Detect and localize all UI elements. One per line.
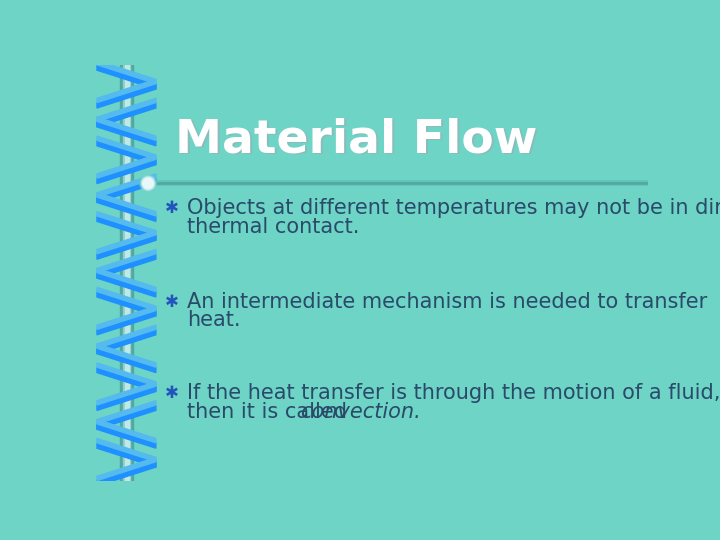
Bar xyxy=(125,65,129,481)
Polygon shape xyxy=(97,84,156,108)
Polygon shape xyxy=(97,197,156,221)
Polygon shape xyxy=(97,306,156,329)
Polygon shape xyxy=(97,268,156,292)
Text: then it is called: then it is called xyxy=(187,402,354,422)
Bar xyxy=(122,65,130,481)
Polygon shape xyxy=(97,287,156,310)
Polygon shape xyxy=(97,103,156,127)
Text: Objects at different temperatures may not be in direct: Objects at different temperatures may no… xyxy=(187,198,720,218)
Polygon shape xyxy=(97,443,156,467)
Polygon shape xyxy=(97,420,156,443)
Text: Material Flow: Material Flow xyxy=(175,117,538,162)
Polygon shape xyxy=(97,254,156,278)
Polygon shape xyxy=(97,292,156,316)
Polygon shape xyxy=(97,310,156,335)
Polygon shape xyxy=(97,401,156,424)
Text: Material Flow: Material Flow xyxy=(177,119,539,164)
Circle shape xyxy=(143,178,153,188)
Polygon shape xyxy=(97,174,156,197)
Circle shape xyxy=(140,175,157,192)
Bar xyxy=(120,65,132,481)
Polygon shape xyxy=(97,405,156,429)
Circle shape xyxy=(141,177,155,190)
Polygon shape xyxy=(97,122,156,146)
Polygon shape xyxy=(97,382,156,405)
Polygon shape xyxy=(97,386,156,410)
Polygon shape xyxy=(97,457,156,481)
Polygon shape xyxy=(97,212,156,235)
Text: If the heat transfer is through the motion of a fluid,: If the heat transfer is through the moti… xyxy=(187,383,720,403)
Polygon shape xyxy=(97,159,156,184)
Polygon shape xyxy=(97,348,156,373)
Polygon shape xyxy=(97,424,156,448)
Polygon shape xyxy=(97,216,156,240)
Polygon shape xyxy=(97,249,156,273)
Polygon shape xyxy=(97,193,156,216)
Polygon shape xyxy=(97,462,156,486)
Polygon shape xyxy=(97,140,156,165)
Text: ✱: ✱ xyxy=(164,384,179,402)
Polygon shape xyxy=(97,273,156,297)
Text: ✱: ✱ xyxy=(164,199,179,217)
Text: convection.: convection. xyxy=(300,402,420,422)
Polygon shape xyxy=(97,60,156,84)
Text: heat.: heat. xyxy=(187,310,240,330)
Polygon shape xyxy=(97,235,156,259)
Polygon shape xyxy=(97,363,156,386)
Polygon shape xyxy=(97,344,156,367)
Polygon shape xyxy=(97,325,156,348)
Polygon shape xyxy=(97,231,156,254)
Text: An intermediate mechanism is needed to transfer: An intermediate mechanism is needed to t… xyxy=(187,292,707,312)
Text: ✱: ✱ xyxy=(164,293,179,311)
Polygon shape xyxy=(97,438,156,462)
Polygon shape xyxy=(97,117,156,140)
Polygon shape xyxy=(97,136,156,159)
Polygon shape xyxy=(97,329,156,354)
Polygon shape xyxy=(97,178,156,202)
Polygon shape xyxy=(97,65,156,89)
Polygon shape xyxy=(97,79,156,103)
Polygon shape xyxy=(97,367,156,392)
Text: thermal contact.: thermal contact. xyxy=(187,217,359,237)
Polygon shape xyxy=(97,98,156,122)
Polygon shape xyxy=(97,155,156,178)
